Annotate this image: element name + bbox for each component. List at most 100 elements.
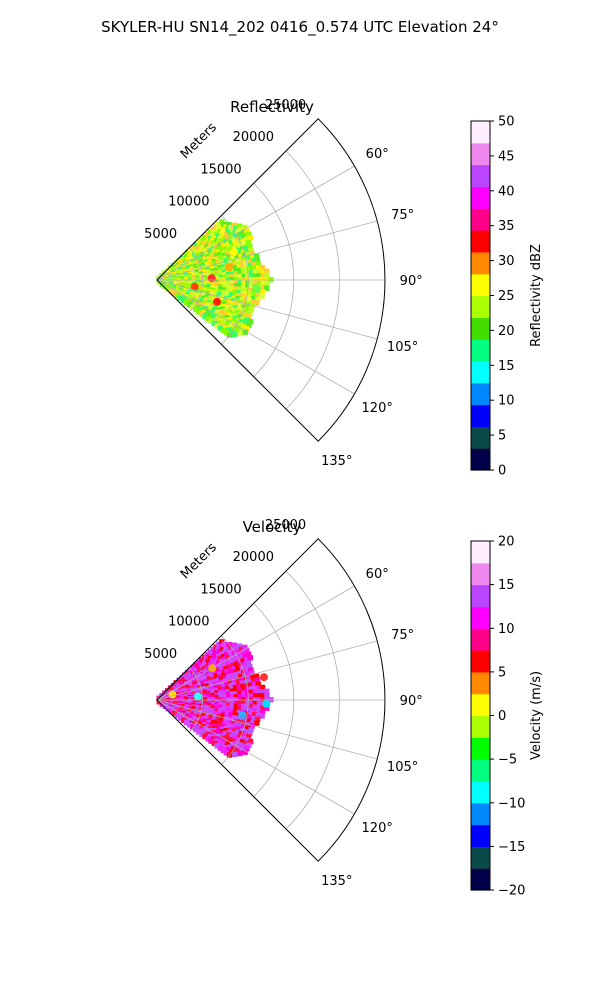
echo-cell xyxy=(232,735,238,742)
echo-cell xyxy=(225,227,231,233)
colorbar-band xyxy=(471,251,490,275)
echo-accent xyxy=(213,297,221,306)
echo-cell xyxy=(165,706,172,712)
echo-cell xyxy=(253,253,260,260)
echo-cell xyxy=(245,231,252,237)
echo-cell xyxy=(256,708,262,715)
echo-cell xyxy=(251,295,257,302)
echo-cell xyxy=(259,264,266,271)
echo-cell xyxy=(224,231,230,238)
theta-gridline xyxy=(156,585,355,701)
echo-cell xyxy=(230,311,236,317)
echo-cell xyxy=(242,241,248,247)
colorbar-band xyxy=(471,317,490,340)
echo-cell xyxy=(228,726,234,733)
echo-cell xyxy=(241,280,247,286)
theta-tick-label: 120° xyxy=(362,821,393,836)
echo-cell xyxy=(233,225,239,231)
echo-cell xyxy=(260,688,266,695)
echo-cell xyxy=(225,268,231,275)
echo-cell xyxy=(231,642,237,648)
echo-cell xyxy=(247,655,253,661)
echo-cell xyxy=(256,265,262,271)
r-tick-label: 20000 xyxy=(233,130,274,145)
echo-cell xyxy=(249,670,255,677)
theta-tick-label: 75° xyxy=(391,628,414,643)
radial-axis-label: Meters xyxy=(178,120,220,162)
colorbar-band xyxy=(471,164,490,188)
echo-cell xyxy=(243,309,249,315)
colorbar-tick-label: −15 xyxy=(498,840,525,855)
colorbar-tick-label: 30 xyxy=(498,254,515,269)
echo-cell xyxy=(255,292,261,299)
echo-cell xyxy=(241,270,247,276)
echo-cell xyxy=(232,658,238,664)
echo-cell xyxy=(233,703,239,709)
echo-cell xyxy=(237,270,243,277)
echo-cell xyxy=(229,705,235,712)
echo-cell xyxy=(232,669,238,675)
echo-cell xyxy=(254,720,260,726)
echo-cell xyxy=(242,644,248,651)
echo-cell xyxy=(187,722,193,728)
echo-cell xyxy=(242,653,248,659)
echo-cell xyxy=(256,685,262,691)
colorbar-tick-label: 20 xyxy=(498,324,515,339)
echo-cell xyxy=(241,283,247,290)
theta-tick-label: 135° xyxy=(321,454,352,469)
echo-cell xyxy=(231,259,237,265)
echo-cell xyxy=(228,306,234,313)
echo-cell xyxy=(242,320,249,327)
echo-cell xyxy=(240,287,247,293)
colorbar-tick-label: 35 xyxy=(498,219,515,234)
echo-cell xyxy=(243,729,249,735)
theta-tick-label: 105° xyxy=(387,340,418,355)
colorbar-band xyxy=(471,780,490,804)
echo-cell xyxy=(230,235,236,241)
echo-cell xyxy=(240,263,246,270)
echo-cell xyxy=(165,286,172,292)
echo-cell xyxy=(227,259,234,266)
echo-cell xyxy=(229,691,236,697)
theta-gridline xyxy=(156,165,355,281)
echo-cell xyxy=(239,260,246,266)
echo-cell xyxy=(237,700,243,706)
colorbar-label: Reflectivity dBZ xyxy=(529,244,544,347)
echo-cell xyxy=(242,312,248,318)
echo-cell xyxy=(202,733,208,740)
echo-cell xyxy=(237,750,243,757)
colorbar-tick-label: 5 xyxy=(498,665,506,680)
echo-cell xyxy=(244,656,250,663)
echo-cell xyxy=(246,742,252,748)
echo-cell xyxy=(174,712,181,719)
echo-cell xyxy=(237,283,243,289)
echo-cell xyxy=(264,285,270,291)
echo-cell xyxy=(237,250,243,257)
echo-cell xyxy=(233,672,239,678)
range-gridline xyxy=(221,215,249,345)
echo-cell xyxy=(230,243,236,249)
echo-cell xyxy=(227,677,233,683)
echo-cell xyxy=(159,281,165,287)
theta-gridline xyxy=(156,699,378,760)
echo-cell xyxy=(208,738,214,744)
echo-cell xyxy=(259,293,265,299)
colorbar-band xyxy=(471,230,490,253)
echo-cell xyxy=(260,273,266,279)
echo-cell xyxy=(252,273,259,279)
echo-cell xyxy=(231,222,237,228)
echo-cell xyxy=(254,257,261,263)
echo-cell xyxy=(256,704,262,711)
colorbar-tick-label: 10 xyxy=(498,622,515,637)
echo-cell xyxy=(247,730,253,736)
theta-tick-label: 90° xyxy=(400,694,423,709)
echo-cell xyxy=(226,319,232,326)
echo-cell xyxy=(233,661,239,667)
echo-cell xyxy=(244,668,250,674)
colorbar-band xyxy=(471,186,490,209)
echo-accent xyxy=(230,247,239,256)
echo-cell xyxy=(229,280,236,286)
echo-cell xyxy=(246,255,252,261)
echo-cell xyxy=(264,281,270,287)
